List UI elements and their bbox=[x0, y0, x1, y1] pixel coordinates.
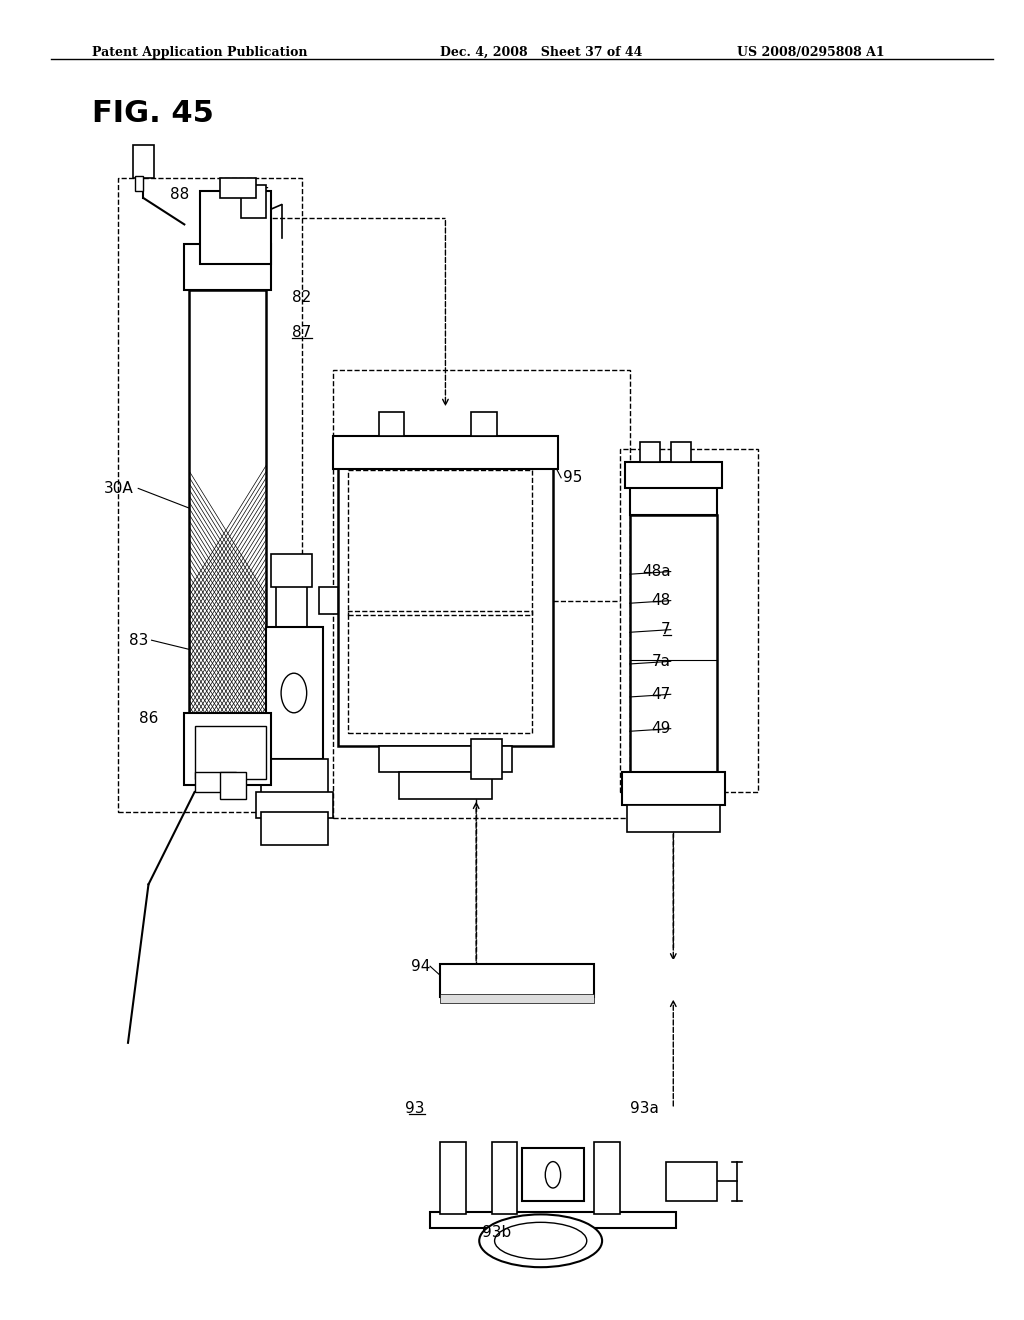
Bar bbox=[430, 1212, 676, 1228]
Bar bbox=[379, 746, 512, 772]
Bar bbox=[348, 611, 532, 733]
Bar bbox=[440, 964, 594, 997]
Text: 93: 93 bbox=[406, 1101, 425, 1117]
Bar bbox=[241, 185, 266, 218]
Bar bbox=[319, 587, 338, 614]
Text: 86: 86 bbox=[139, 710, 159, 726]
Text: 94: 94 bbox=[411, 958, 430, 974]
Bar bbox=[184, 713, 271, 785]
Text: 82: 82 bbox=[292, 289, 311, 305]
Bar bbox=[471, 412, 497, 436]
Text: 47: 47 bbox=[651, 686, 671, 702]
Bar bbox=[184, 244, 271, 290]
Bar bbox=[627, 805, 720, 832]
Bar bbox=[195, 772, 236, 792]
Ellipse shape bbox=[495, 1222, 587, 1259]
Bar bbox=[135, 176, 143, 191]
Bar bbox=[348, 470, 532, 615]
Bar bbox=[118, 178, 302, 812]
Bar bbox=[189, 290, 266, 713]
Bar bbox=[440, 1142, 466, 1214]
Bar bbox=[666, 1162, 717, 1201]
Bar bbox=[261, 812, 328, 845]
Text: FIG. 45: FIG. 45 bbox=[92, 99, 214, 128]
Ellipse shape bbox=[479, 1214, 602, 1267]
Ellipse shape bbox=[546, 1162, 561, 1188]
Text: 49: 49 bbox=[651, 721, 671, 737]
Bar bbox=[271, 554, 312, 587]
Bar bbox=[620, 449, 758, 792]
Text: 85: 85 bbox=[252, 187, 270, 202]
Bar bbox=[338, 455, 553, 746]
Bar bbox=[256, 792, 333, 818]
Bar bbox=[220, 178, 256, 198]
Bar bbox=[266, 627, 323, 759]
Bar bbox=[630, 475, 717, 515]
Bar bbox=[630, 515, 717, 779]
Text: 93a: 93a bbox=[630, 1101, 658, 1117]
Bar bbox=[399, 772, 492, 799]
Bar bbox=[133, 145, 154, 178]
Text: 88: 88 bbox=[170, 187, 188, 202]
Bar bbox=[522, 1148, 584, 1201]
Bar bbox=[625, 462, 722, 488]
Bar bbox=[220, 772, 246, 799]
Text: Dec. 4, 2008   Sheet 37 of 44: Dec. 4, 2008 Sheet 37 of 44 bbox=[440, 46, 643, 59]
Text: 30A: 30A bbox=[103, 480, 133, 496]
Text: 93b: 93b bbox=[482, 1225, 511, 1239]
Bar bbox=[333, 436, 558, 469]
Text: 48a: 48a bbox=[642, 564, 671, 579]
Bar bbox=[440, 994, 594, 1003]
Ellipse shape bbox=[281, 673, 307, 713]
Text: 7: 7 bbox=[662, 622, 671, 638]
Text: Patent Application Publication: Patent Application Publication bbox=[92, 46, 307, 59]
Bar bbox=[261, 759, 328, 799]
Text: 83: 83 bbox=[129, 632, 148, 648]
Text: US 2008/0295808 A1: US 2008/0295808 A1 bbox=[737, 46, 885, 59]
Text: 48: 48 bbox=[651, 593, 671, 609]
Text: 87: 87 bbox=[292, 325, 311, 341]
Text: 7a: 7a bbox=[651, 653, 671, 669]
Bar bbox=[471, 739, 502, 779]
Bar bbox=[195, 726, 266, 779]
Bar bbox=[492, 1142, 517, 1214]
Bar bbox=[622, 772, 725, 805]
Bar bbox=[594, 1142, 620, 1214]
Text: 95: 95 bbox=[563, 470, 583, 486]
Bar bbox=[640, 442, 660, 462]
Bar bbox=[189, 290, 266, 713]
Bar bbox=[200, 191, 271, 264]
Bar bbox=[276, 561, 307, 640]
Bar bbox=[671, 442, 691, 462]
Bar bbox=[333, 370, 630, 818]
Bar bbox=[379, 412, 404, 436]
